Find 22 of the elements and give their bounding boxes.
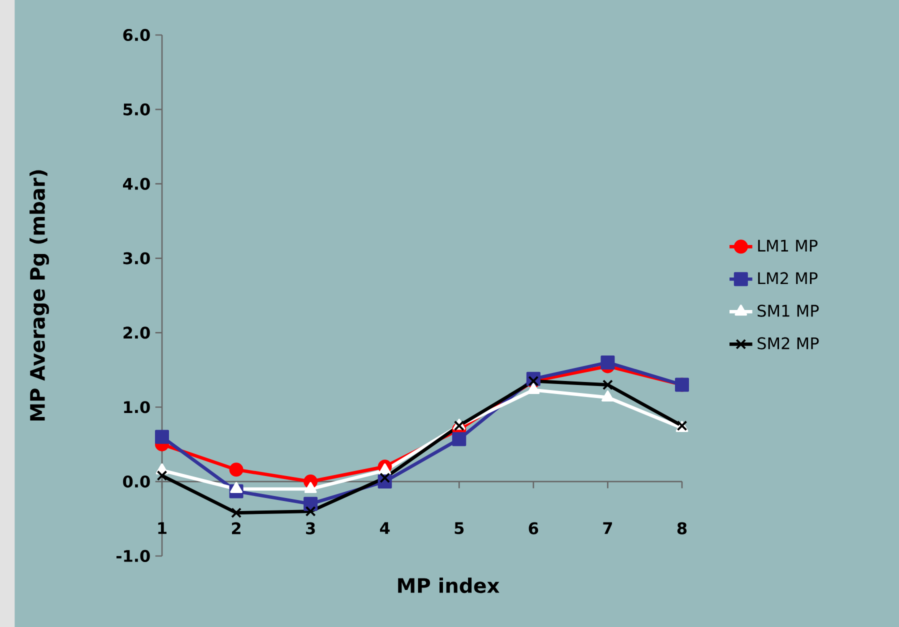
x-axis-title: MP index (398, 578, 500, 594)
y-axis-title: MP Average Pg (mbar) (30, 170, 50, 421)
x-tick-label: 3 (306, 522, 315, 534)
legend-label: LM1 MP (758, 240, 818, 252)
y-tick-label: 1.0 (124, 401, 150, 414)
y-tick-label: 2.0 (124, 326, 150, 339)
y-tick-label: 4.0 (122, 178, 150, 190)
legend-label: LM2 MP (758, 272, 818, 284)
x-tick-label: 8 (677, 522, 687, 534)
x-tick-label: 2 (232, 522, 240, 534)
y-tick-label: 6.0 (123, 28, 150, 42)
y-tick-label: 5.0 (124, 103, 150, 116)
y-tick-label: 3.0 (123, 252, 150, 264)
legend-label: SM1 MP (758, 304, 819, 317)
y-tick-label: -1.0 (116, 550, 150, 562)
x-tick-label: 5 (454, 522, 464, 534)
x-tick-label: 1 (158, 522, 166, 534)
x-tick-label: 7 (603, 522, 612, 534)
y-tick-label: 0.0 (123, 476, 150, 488)
x-tick-label: 6 (528, 522, 538, 534)
x-tick-label: 4 (380, 522, 390, 534)
legend-label: SM2 MP (758, 337, 819, 350)
